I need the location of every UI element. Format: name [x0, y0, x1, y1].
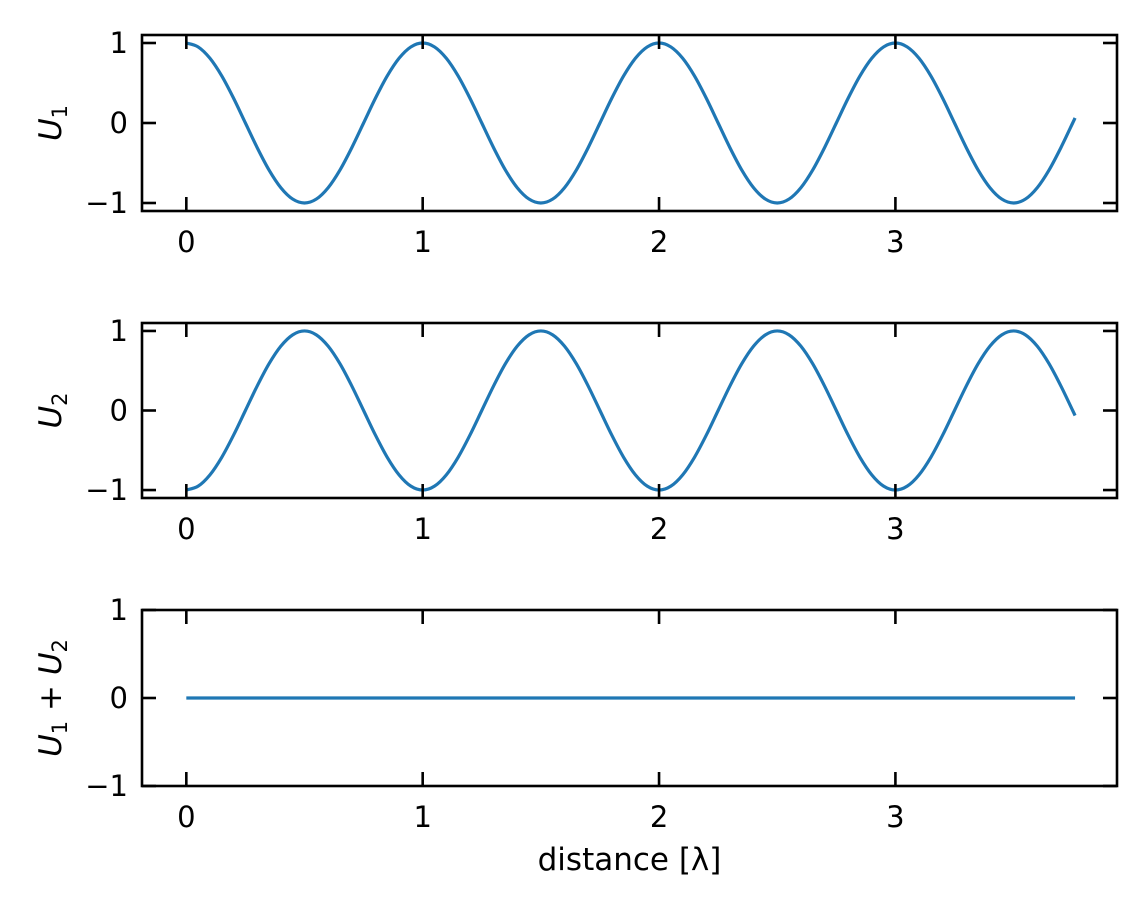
- y-tick-label: −1: [85, 186, 128, 220]
- x-tick-label: 2: [650, 512, 668, 546]
- ylabel-sub: 1: [48, 721, 72, 734]
- y-tick-label: 1: [110, 314, 128, 348]
- y-tick-label: −1: [85, 473, 128, 507]
- ylabel-sub: 1: [48, 105, 72, 118]
- ylabel-main: U: [33, 734, 69, 757]
- axes-frame: [140, 321, 1119, 500]
- x-tick-label: 1: [413, 225, 431, 259]
- x-tick-label: 1: [413, 800, 431, 834]
- y-axis-label: U1: [33, 105, 72, 141]
- x-tick-label: 2: [650, 225, 668, 259]
- y-tick-label: 0: [110, 106, 128, 140]
- x-axis-label: distance [λ]: [538, 842, 722, 878]
- x-tick-label: 1: [413, 512, 431, 546]
- ylabel-sub: 2: [48, 392, 72, 405]
- y-tick-label: 0: [110, 394, 128, 428]
- x-tick-label: 0: [177, 512, 195, 546]
- series-line-u2: [185, 329, 1077, 492]
- x-tick-label: 0: [177, 225, 195, 259]
- y-tick-label: −1: [85, 769, 128, 803]
- x-tick-label: 3: [886, 800, 904, 834]
- ylabel-main: U: [33, 118, 69, 141]
- ylabel-operator: +: [33, 675, 69, 721]
- y-tick-label: 1: [110, 26, 128, 60]
- x-tick-label: 3: [886, 225, 904, 259]
- x-tick-label: 3: [886, 512, 904, 546]
- y-tick-label: 0: [110, 681, 128, 715]
- x-tick-label: 0: [177, 800, 195, 834]
- series-line-u1: [185, 41, 1077, 205]
- ylabel-main: U: [33, 406, 69, 429]
- y-tick-label: 1: [110, 593, 128, 627]
- x-tick-label: 2: [650, 800, 668, 834]
- axes-frame: [140, 33, 1119, 213]
- y-axis-label: U1 + U2: [33, 639, 72, 757]
- ylabel-sub-2: 2: [48, 639, 72, 652]
- y-axis-label: U2: [33, 392, 72, 428]
- ylabel-main-2: U: [33, 652, 69, 675]
